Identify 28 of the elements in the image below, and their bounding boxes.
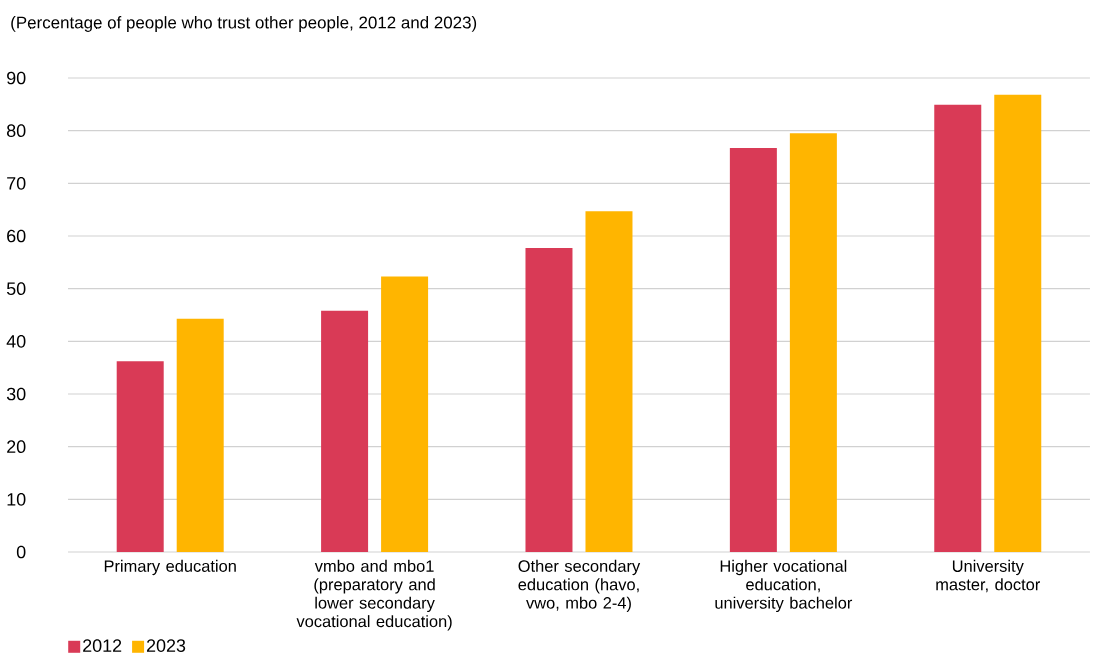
y-tick-label: 60 <box>7 229 26 243</box>
x-tick-label: Higher vocational education, university bachelor <box>715 559 853 613</box>
y-tick-label: 20 <box>7 440 26 453</box>
y-tick-label: 50 <box>6 282 26 295</box>
bar <box>585 211 633 552</box>
bar <box>934 104 982 552</box>
legend-label: 2023 <box>146 639 186 652</box>
bar <box>729 148 777 552</box>
bar <box>176 318 224 552</box>
y-tick-label: 40 <box>6 334 26 348</box>
x-tick-label: Primary education <box>104 559 236 576</box>
y-tick-label: 0 <box>16 545 26 559</box>
x-tick-label: vmbo and mbo1 (preparatory and lower secondary vocational education) <box>296 559 452 631</box>
x-tick-label: Other secondary education (havo, vwo, mbo 2-4) <box>518 559 641 613</box>
bar <box>994 94 1042 552</box>
y-tick-label: 80 <box>7 124 26 137</box>
legend-label: 2012 <box>83 639 122 652</box>
y-tick-label: 70 <box>7 176 26 190</box>
bar <box>789 133 837 552</box>
bar <box>321 310 369 552</box>
bar <box>116 361 164 552</box>
y-tick-label: 90 <box>7 71 26 85</box>
x-tick-label: University master, doctor <box>936 559 1041 593</box>
y-tick-label: 30 <box>6 387 26 401</box>
y-tick-label: 10 <box>7 492 26 506</box>
bar <box>381 276 429 552</box>
chart-title: (Percentage of people who trust other people, 2012 and 2023) <box>11 16 477 32</box>
bar <box>525 248 573 552</box>
